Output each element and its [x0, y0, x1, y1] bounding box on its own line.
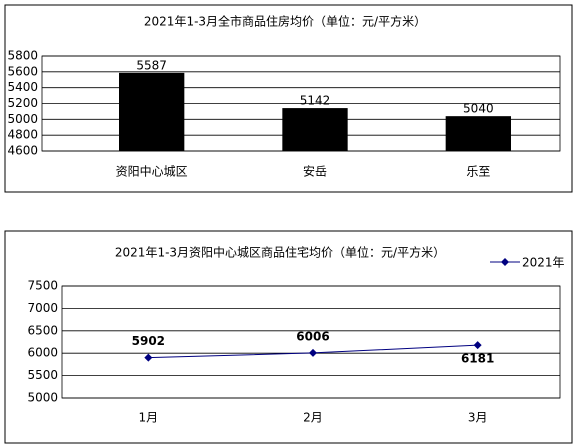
y-tick-label: 5200: [7, 96, 38, 110]
y-tick-label: 4600: [7, 144, 38, 158]
y-tick-label: 5000: [7, 112, 38, 126]
y-tick-label: 5000: [27, 391, 58, 405]
data-label: 5142: [300, 94, 331, 108]
data-label: 6181: [461, 352, 494, 366]
data-label: 6006: [296, 329, 329, 343]
chart-frame: [4, 4, 573, 193]
x-tick-label: 资阳中心城区: [116, 164, 188, 179]
chart-title: 2021年1-3月全市商品住房均价（单位：元/平方米）: [144, 14, 426, 29]
y-tick-label: 6500: [27, 323, 58, 337]
x-tick-label: 3月: [468, 411, 488, 425]
data-label: 5587: [136, 58, 167, 72]
x-tick-label: 2月: [303, 411, 323, 425]
y-tick-label: 7000: [27, 301, 58, 315]
chart-frame: [4, 230, 573, 444]
marker: [473, 341, 482, 350]
legend-marker: [501, 258, 509, 266]
bar: [119, 72, 185, 151]
x-tick-label: 安岳: [303, 164, 327, 179]
data-label: 5040: [463, 102, 494, 116]
chart-title: 2021年1-3月资阳中心城区商品住宅均价（单位：元/平方米）: [115, 245, 445, 260]
bar: [282, 108, 348, 151]
x-tick-label: 乐至: [466, 165, 490, 179]
y-tick-label: 4800: [7, 128, 38, 142]
bar: [445, 116, 511, 151]
y-tick-label: 6000: [27, 346, 58, 360]
y-tick-label: 7500: [27, 279, 58, 293]
legend-label: 2021年: [522, 256, 565, 270]
y-tick-label: 5800: [7, 49, 38, 63]
marker: [309, 348, 317, 357]
y-tick-label: 5600: [7, 64, 38, 78]
data-label: 5902: [132, 334, 165, 348]
marker: [144, 353, 153, 362]
x-tick-label: 1月: [139, 411, 159, 425]
y-tick-label: 5500: [27, 368, 58, 382]
y-tick-label: 5400: [7, 80, 38, 94]
